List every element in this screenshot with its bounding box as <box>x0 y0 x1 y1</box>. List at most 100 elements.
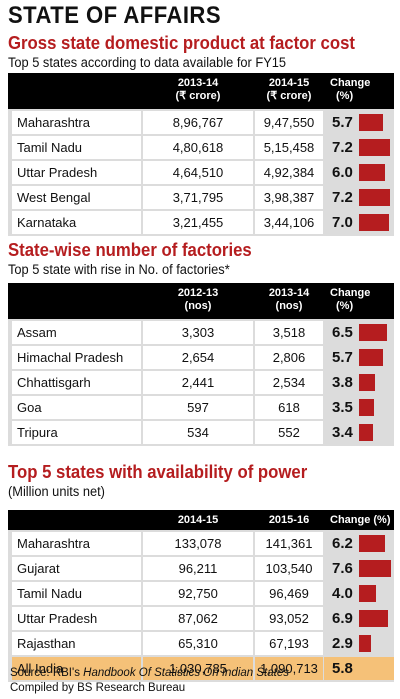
gsdp-row: West Bengal 3,71,795 3,98,387 7.2 <box>8 186 394 209</box>
power-section: Top 5 states with availability of power … <box>8 462 394 682</box>
change-value: 2.9 <box>332 635 353 652</box>
factories-title: State-wise number of factories <box>8 240 252 260</box>
second-period-value: 5,15,458 <box>255 136 323 159</box>
factories-table: 2012-13 (nos) 2013-14 (nos) Change (%) Assa… <box>8 283 394 446</box>
second-period-value: 67,193 <box>255 632 323 655</box>
change-bar <box>359 139 390 156</box>
change-value: 3.4 <box>332 424 353 441</box>
second-period-value: 103,540 <box>255 557 323 580</box>
first-period-value: 92,750 <box>143 582 253 605</box>
page-title: STATE OF AFFAIRS <box>8 2 222 29</box>
change-bar <box>359 535 385 552</box>
state-name: Maharashtra <box>12 532 141 555</box>
first-period-value: 3,303 <box>143 321 253 344</box>
gsdp-table: 2013-14 (₹ crore) 2014-15 (₹ crore) Change… <box>8 73 394 236</box>
gsdp-row: Karnataka 3,21,455 3,44,106 7.0 <box>8 211 394 234</box>
factories-subtitle: Top 5 state with rise in No. of factorie… <box>8 262 230 277</box>
power-title: Top 5 states with availability of power <box>8 462 308 482</box>
compiled-note: Compiled by BS Research Bureau <box>10 682 186 694</box>
power-row: Gujarat 96,211 103,540 7.6 <box>8 557 394 580</box>
first-period-value: 8,96,767 <box>143 111 253 134</box>
change-bar <box>359 399 374 416</box>
second-period-value: 1,090,713 <box>255 657 323 680</box>
first-period-value: 65,310 <box>143 632 253 655</box>
gsdp-section: Gross state domestic product at factor c… <box>8 33 394 236</box>
state-name: Chhattisgarh <box>12 371 141 394</box>
change-value: 5.7 <box>332 349 353 366</box>
source-prefix: Source: RBI's <box>10 667 84 679</box>
state-name: Tripura <box>12 421 141 444</box>
change-bar <box>359 374 375 391</box>
second-period-value: 141,361 <box>255 532 323 555</box>
gsdp-row: Maharashtra 8,96,767 9,47,550 5.7 <box>8 111 394 134</box>
gsdp-title: Gross state domestic product at factor c… <box>8 33 355 53</box>
change-value: 7.2 <box>332 139 353 156</box>
second-period-value: 618 <box>255 396 323 419</box>
power-total-row: All India 1,030,785 1,090,713 5.8 <box>8 657 394 680</box>
first-period-value: 4,80,618 <box>143 136 253 159</box>
gsdp-change-header: Change (%) <box>330 77 371 102</box>
state-name: Tamil Nadu <box>12 582 141 605</box>
state-name: Karnataka <box>12 211 141 234</box>
change-value: 7.6 <box>332 560 353 577</box>
change-bar <box>359 189 390 206</box>
power-change-header: Change (%) <box>330 514 391 526</box>
state-name: Uttar Pradesh <box>12 161 141 184</box>
second-period-value: 93,052 <box>255 607 323 630</box>
gsdp-row: Uttar Pradesh 4,64,510 4,92,384 6.0 <box>8 161 394 184</box>
power-row: Uttar Pradesh 87,062 93,052 6.9 <box>8 607 394 630</box>
first-period-value: 2,654 <box>143 346 253 369</box>
state-name: West Bengal <box>12 186 141 209</box>
first-period-value: 133,078 <box>143 532 253 555</box>
first-period-value: 1,030,785 <box>143 657 253 680</box>
state-name: All India <box>12 657 141 680</box>
factories-section: State-wise number of factories Top 5 sta… <box>8 240 394 446</box>
change-value: 5.8 <box>332 660 353 677</box>
change-value: 4.0 <box>332 585 353 602</box>
change-bar <box>359 610 388 627</box>
gsdp-row: Tamil Nadu 4,80,618 5,15,458 7.2 <box>8 136 394 159</box>
first-period-value: 3,71,795 <box>143 186 253 209</box>
change-bar <box>359 585 376 602</box>
state-name: Tamil Nadu <box>12 136 141 159</box>
first-period-value: 96,211 <box>143 557 253 580</box>
change-bar <box>359 324 387 341</box>
factories-row: Tripura 534 552 3.4 <box>8 421 394 444</box>
change-value: 3.8 <box>332 374 353 391</box>
total-row-fill <box>324 657 394 680</box>
factories-col2-header: 2013-14 (nos) <box>268 287 310 312</box>
change-bar <box>359 560 391 577</box>
state-name: Uttar Pradesh <box>12 607 141 630</box>
second-period-value: 3,518 <box>255 321 323 344</box>
state-name: Himachal Pradesh <box>12 346 141 369</box>
factories-row: Himachal Pradesh 2,654 2,806 5.7 <box>8 346 394 369</box>
change-value: 6.5 <box>332 324 353 341</box>
second-period-value: 96,469 <box>255 582 323 605</box>
change-value: 6.9 <box>332 610 353 627</box>
first-period-value: 87,062 <box>143 607 253 630</box>
second-period-value: 9,47,550 <box>255 111 323 134</box>
factories-row: Assam 3,303 3,518 6.5 <box>8 321 394 344</box>
gsdp-subtitle: Top 5 states according to data available… <box>8 55 287 70</box>
source-title: Handbook Of Statistics On Indian States <box>83 667 289 679</box>
gsdp-col1-header: 2013-14 (₹ crore) <box>175 77 221 102</box>
state-name: Rajasthan <box>12 632 141 655</box>
power-table: 2014-15 2015-16 Change (%) Maharashtra 13… <box>8 510 394 682</box>
power-row: Tamil Nadu 92,750 96,469 4.0 <box>8 582 394 605</box>
power-col1-header: 2014-15 <box>177 514 219 526</box>
factories-col1-header: 2012-13 (nos) <box>177 287 219 312</box>
first-period-value: 2,441 <box>143 371 253 394</box>
change-value: 6.2 <box>332 535 353 552</box>
first-period-value: 534 <box>143 421 253 444</box>
factories-row: Chhattisgarh 2,441 2,534 3.8 <box>8 371 394 394</box>
power-header-row: 2014-15 2015-16 Change (%) <box>8 510 394 530</box>
power-row: Maharashtra 133,078 141,361 6.2 <box>8 532 394 555</box>
factories-header-row: 2012-13 (nos) 2013-14 (nos) Change (%) <box>8 283 394 319</box>
second-period-value: 552 <box>255 421 323 444</box>
change-value: 7.0 <box>332 214 353 231</box>
change-bar <box>359 164 385 181</box>
first-period-value: 597 <box>143 396 253 419</box>
second-period-value: 3,44,106 <box>255 211 323 234</box>
second-period-value: 3,98,387 <box>255 186 323 209</box>
change-bar <box>359 349 383 366</box>
